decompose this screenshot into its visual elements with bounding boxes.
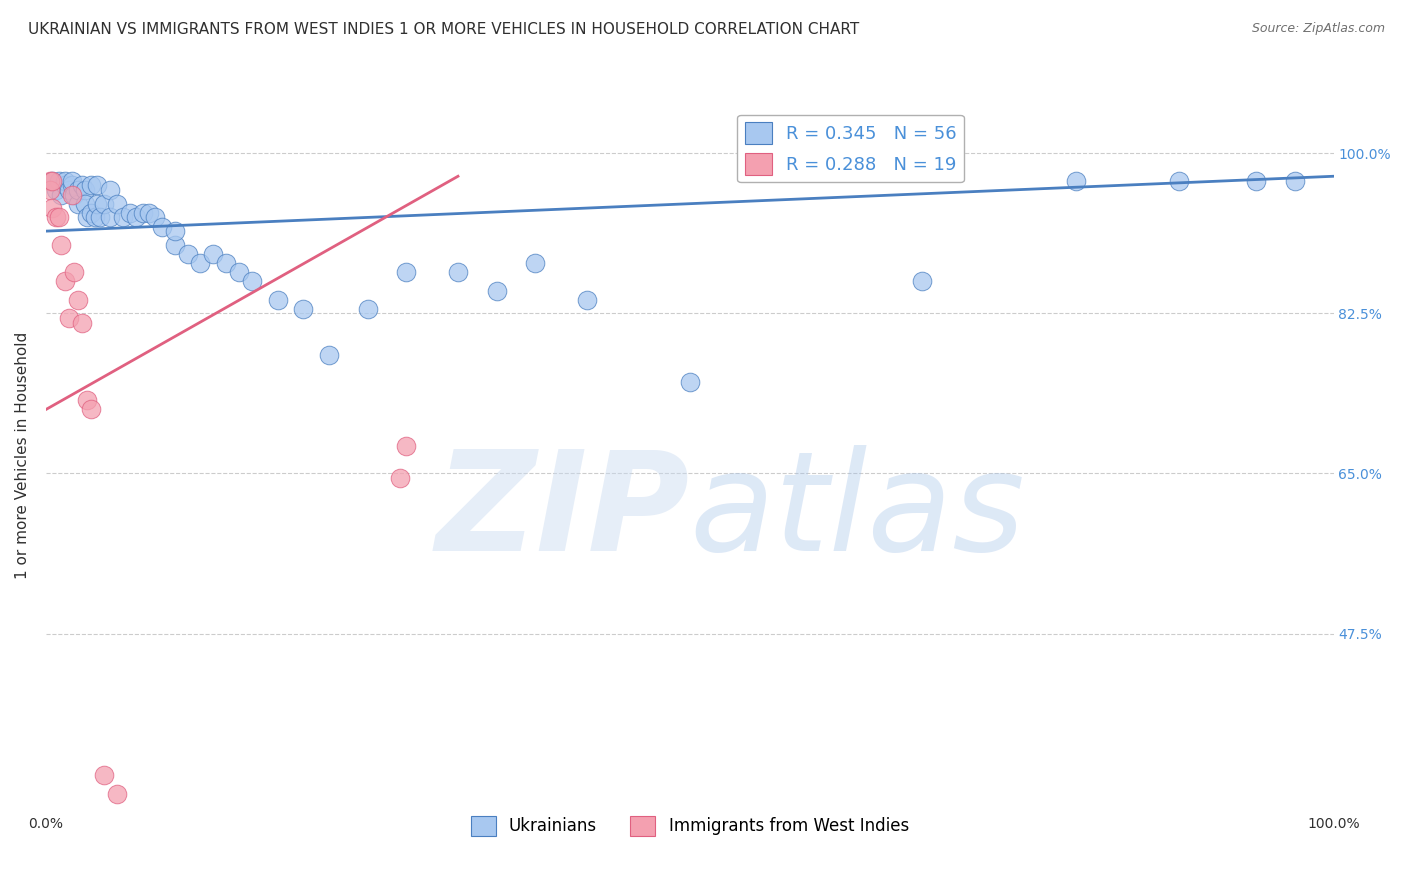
Point (150, 219, 173, 234)
Point (41, 174, 63, 188)
Point (83, 211, 105, 225)
Point (389, 471, 412, 485)
Y-axis label: 1 or more Vehicles in Household: 1 or more Vehicles in Household (15, 332, 30, 579)
Point (38, 183, 60, 197)
Point (679, 375, 702, 389)
Point (93, 768, 115, 782)
Point (138, 206, 160, 220)
Point (67, 293, 90, 307)
Point (60, 174, 83, 188)
Point (98, 211, 121, 225)
Point (60, 187, 83, 202)
Point (89, 211, 111, 225)
Legend: Ukrainians, Immigrants from West Indies: Ukrainians, Immigrants from West Indies (464, 809, 915, 843)
Point (447, 265, 470, 279)
Point (53, 178, 76, 193)
Point (63, 265, 86, 279)
Point (80, 178, 103, 193)
Point (105, 787, 128, 801)
Point (395, 265, 418, 279)
Point (125, 211, 148, 225)
Point (1246, 174, 1268, 188)
Text: Source: ZipAtlas.com: Source: ZipAtlas.com (1251, 22, 1385, 36)
Point (53, 275, 76, 289)
Text: ZIP: ZIP (436, 445, 690, 580)
Point (60, 178, 83, 193)
Point (190, 256, 212, 270)
Point (58, 311, 80, 326)
Point (80, 402, 103, 417)
Text: atlas: atlas (690, 445, 1025, 580)
Point (58, 183, 80, 197)
Point (76, 211, 98, 225)
Point (1064, 174, 1087, 188)
Point (395, 439, 418, 453)
Point (145, 211, 167, 225)
Point (292, 301, 315, 316)
Point (48, 174, 70, 188)
Point (38, 174, 60, 188)
Point (41, 174, 63, 188)
Point (41, 201, 63, 215)
Point (357, 301, 380, 316)
Point (575, 293, 598, 307)
Point (76, 393, 98, 408)
Point (105, 196, 128, 211)
Point (202, 247, 225, 261)
Point (163, 224, 186, 238)
Point (80, 206, 103, 220)
Point (267, 293, 290, 307)
Point (73, 183, 96, 197)
Point (131, 206, 153, 220)
Point (112, 211, 135, 225)
Point (45, 211, 67, 225)
Point (1168, 174, 1191, 188)
Point (51, 237, 73, 252)
Point (118, 206, 141, 220)
Point (176, 247, 198, 261)
Point (1284, 174, 1306, 188)
Point (524, 256, 547, 270)
Point (48, 211, 70, 225)
Text: UKRAINIAN VS IMMIGRANTS FROM WEST INDIES 1 OR MORE VEHICLES IN HOUSEHOLD CORRELA: UKRAINIAN VS IMMIGRANTS FROM WEST INDIES… (28, 22, 859, 37)
Point (63, 187, 86, 202)
Point (485, 284, 508, 298)
Point (163, 237, 186, 252)
Point (93, 196, 115, 211)
Point (215, 256, 238, 270)
Point (318, 348, 340, 362)
Point (240, 275, 263, 289)
Point (228, 265, 250, 279)
Point (51, 187, 73, 202)
Point (86, 196, 108, 211)
Point (70, 178, 93, 193)
Point (70, 316, 93, 330)
Point (53, 174, 76, 188)
Point (910, 275, 932, 289)
Point (45, 183, 67, 197)
Point (67, 183, 90, 197)
Point (67, 196, 90, 211)
Point (86, 178, 108, 193)
Point (73, 196, 96, 211)
Point (98, 183, 121, 197)
